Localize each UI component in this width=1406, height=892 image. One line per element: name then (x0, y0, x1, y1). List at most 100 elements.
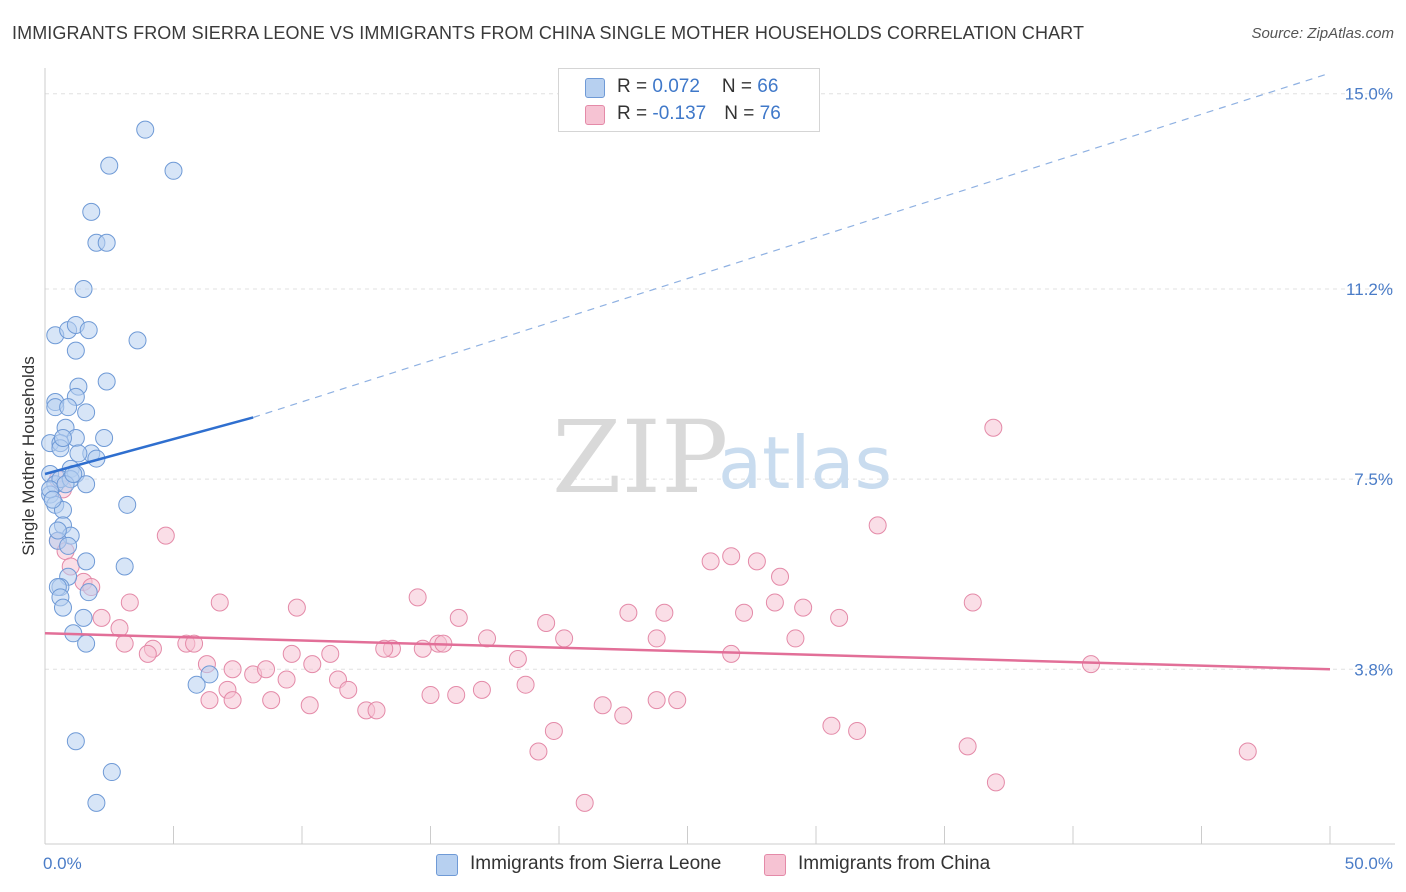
data-point (701, 552, 720, 571)
data-point (339, 680, 358, 699)
data-point (478, 629, 497, 648)
data-point (747, 552, 766, 571)
data-point (771, 567, 790, 586)
data-point (77, 552, 96, 571)
data-point (421, 685, 440, 704)
data-point (74, 279, 93, 298)
data-point (375, 639, 394, 658)
legend-text: R = -0.137 N = 76 (617, 103, 781, 125)
x-tick-label: 50.0% (1345, 854, 1393, 873)
bottom-legend-label: Immigrants from Sierra Leone (470, 853, 722, 874)
data-point (300, 696, 319, 715)
data-point (963, 593, 982, 612)
legend-n-value: 76 (759, 103, 781, 124)
legend-n-label: N = (721, 76, 758, 97)
y-tick-label: 3.8% (1354, 660, 1393, 679)
data-point (77, 475, 96, 494)
legend-n-label: N = (724, 103, 760, 124)
legend-r-value: 0.072 (652, 76, 700, 97)
data-point (95, 429, 114, 448)
x-tick-label: 0.0% (43, 854, 82, 873)
data-point (210, 593, 229, 612)
data-point (447, 685, 466, 704)
data-point (262, 691, 281, 710)
data-point (529, 742, 548, 761)
data-point (830, 608, 849, 627)
data-point (115, 634, 134, 653)
data-point (120, 593, 139, 612)
data-point (128, 331, 147, 350)
data-point (868, 516, 887, 535)
legend-r-label: R = (617, 103, 653, 124)
data-point (986, 773, 1005, 792)
data-point (102, 763, 121, 782)
watermark-atlas: atlas (718, 421, 892, 505)
data-point (138, 644, 157, 663)
data-point (257, 660, 276, 679)
data-point (200, 665, 219, 684)
grid-lines (45, 93, 1395, 670)
data-point (794, 598, 813, 617)
legend-r-label: R = (617, 76, 653, 97)
data-point (614, 706, 633, 725)
data-point (92, 608, 111, 627)
data-point (668, 691, 687, 710)
data-point (53, 429, 72, 448)
data-point (66, 341, 85, 360)
legend-swatch-pink (585, 105, 605, 125)
legend-r-value: -0.137 (652, 103, 707, 124)
data-point (223, 660, 242, 679)
legend-n-value: 66 (757, 76, 779, 97)
data-point (449, 608, 468, 627)
data-point (282, 644, 301, 663)
data-point (74, 608, 93, 627)
data-point (82, 202, 101, 221)
data-point (1081, 655, 1100, 674)
watermark-zip: ZIP (552, 399, 728, 516)
y-tick-label: 15.0% (1345, 85, 1393, 104)
data-point (200, 691, 219, 710)
data-point (79, 583, 98, 602)
data-point (303, 655, 322, 674)
bottom-legend-label: Immigrants from China (798, 853, 991, 874)
data-point (287, 598, 306, 617)
data-point (593, 696, 612, 715)
data-point (722, 547, 741, 566)
data-point (164, 161, 183, 180)
data-point (516, 675, 535, 694)
data-point (321, 644, 340, 663)
data-point (1238, 742, 1257, 761)
data-point (59, 398, 78, 417)
data-point (187, 675, 206, 694)
correlation-legend: R = 0.072 N = 66 R = -0.137 N = 76 (558, 68, 820, 132)
data-point (136, 120, 155, 139)
data-point (97, 372, 116, 391)
data-point (647, 691, 666, 710)
y-axis-label: Single Mother Households (19, 356, 38, 555)
data-point (156, 526, 175, 545)
data-point (472, 680, 491, 699)
data-point (647, 629, 666, 648)
trend-line-sierra-leone (44, 416, 254, 476)
data-point (848, 721, 867, 740)
data-point (223, 691, 242, 710)
data-point (367, 701, 386, 720)
trend-line-china (44, 632, 1331, 671)
trend-line-sierra-leone-extrapolated (252, 72, 1331, 419)
data-point (77, 403, 96, 422)
data-point (277, 670, 296, 689)
watermark: ZIP atlas (552, 399, 892, 516)
data-point (100, 156, 119, 175)
data-point (655, 603, 674, 622)
legend-swatch-blue (585, 78, 605, 98)
series-sierra-leone-points (41, 120, 219, 812)
data-point (53, 598, 72, 617)
data-point (59, 536, 78, 555)
data-point (619, 603, 638, 622)
source-label: Source: ZipAtlas.com (1251, 25, 1394, 42)
data-point (822, 716, 841, 735)
bottom-legend-swatch-blue (436, 854, 458, 876)
y-tick-label: 11.2% (1346, 280, 1393, 299)
x-tick-labels: 0.0% 50.0% (43, 854, 1393, 873)
